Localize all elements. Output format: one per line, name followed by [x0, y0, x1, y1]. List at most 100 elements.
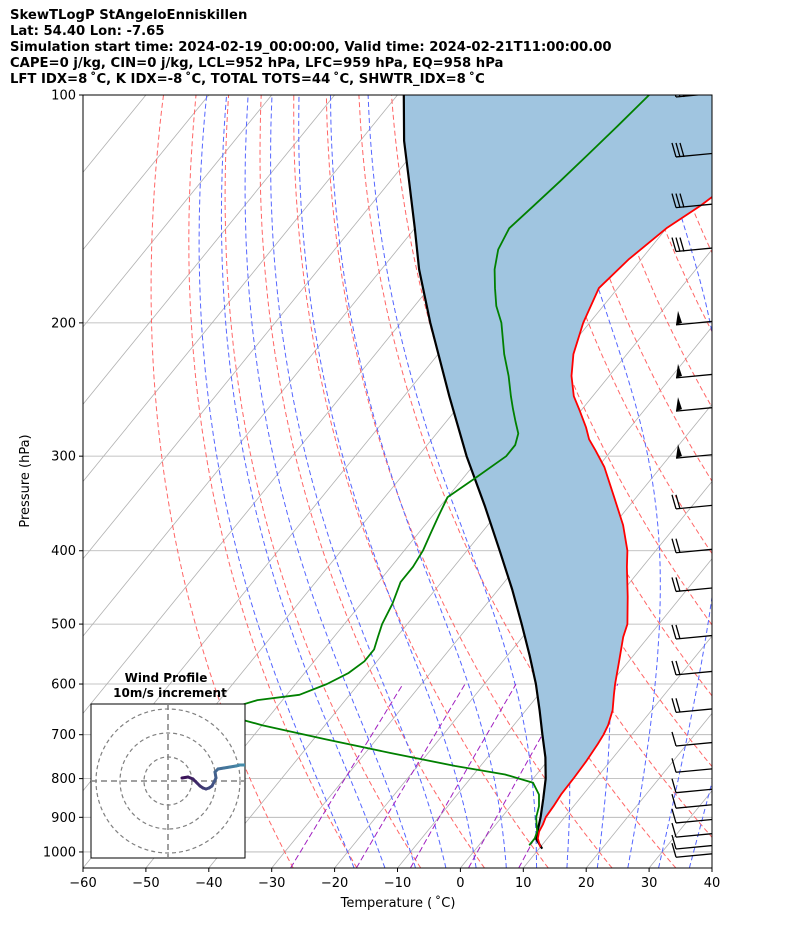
- mixing-ratio-line: [355, 683, 466, 868]
- wind-barb-shaft: [675, 670, 712, 676]
- wind-barb: [675, 444, 712, 459]
- wind-barb-feather: [671, 237, 677, 252]
- wind-barb: [671, 193, 712, 209]
- wind-barb-feather: [675, 142, 681, 158]
- wind-barb-pennant: [676, 397, 682, 412]
- dry-adiabat: [717, 95, 794, 868]
- moist-adiabat: [244, 95, 416, 868]
- wind-barb-shaft: [675, 844, 712, 850]
- moist-adiabat: [198, 95, 355, 868]
- wind-barb: [671, 778, 712, 794]
- wind-barb-feather: [679, 237, 685, 252]
- wind-barb-feather: [671, 193, 677, 208]
- inset-title: Wind Profile: [125, 671, 208, 685]
- parcel-profile-line: [402, 95, 547, 850]
- wind-barb-pennant: [676, 310, 682, 325]
- wind-barb: [671, 834, 712, 850]
- wind-barb-shaft: [675, 152, 712, 158]
- x-tick-label: −10: [384, 876, 411, 891]
- inset-subtitle: 10m/s increment: [113, 686, 227, 700]
- wind-barb: [671, 843, 712, 858]
- y-tick-label: 1000: [43, 845, 76, 860]
- dry-adiabat: [325, 95, 613, 868]
- wind-barb-shaft: [675, 804, 712, 809]
- wind-barb-shaft: [675, 818, 712, 824]
- wind-barb-shaft: [675, 833, 712, 838]
- isotherm: [585, 712, 712, 868]
- dry-adiabat: [521, 95, 712, 555]
- x-tick-label: 10: [515, 876, 532, 891]
- wind-barb: [671, 660, 712, 676]
- dry-adiabat: [224, 95, 422, 868]
- chart-cape-line: CAPE=0 j/kg, CIN=0 j/kg, LCL=952 hPa, LF…: [10, 56, 504, 71]
- wind-barb-shaft: [675, 741, 712, 747]
- wind-barb: [671, 494, 712, 510]
- isotherm: [83, 95, 273, 328]
- dry-adiabat: [783, 95, 794, 868]
- wind-barb-feather: [671, 808, 677, 824]
- x-tick-label: −40: [195, 876, 222, 891]
- x-tick-label: 40: [704, 876, 721, 891]
- moist-adiabat: [720, 95, 794, 868]
- wind-barb-feather: [671, 834, 677, 850]
- isotherm: [522, 635, 712, 868]
- wind-barb: [671, 808, 712, 824]
- wind-barb: [671, 794, 712, 809]
- isotherm: [775, 95, 794, 868]
- y-tick-label: 800: [51, 772, 76, 787]
- axis-ticks: −60 −50 −40 −30 −20 −10 0 10 20 30 40 100 200 300 400 5…: [43, 89, 720, 892]
- isotherm: [397, 480, 712, 868]
- wind-barb-feather: [675, 538, 681, 553]
- x-tick-label: 30: [641, 876, 658, 891]
- wind-barb-feather: [675, 237, 681, 252]
- wind-barb-shaft: [675, 247, 712, 253]
- isotherm: [83, 95, 398, 483]
- wind-barb-shaft: [675, 203, 712, 209]
- wind-barb-feather: [675, 193, 681, 208]
- mixing-ratio-line: [409, 683, 517, 868]
- wind-barb-shaft: [675, 708, 712, 713]
- dry-adiabat: [750, 95, 794, 868]
- wind-barb-pennant: [676, 444, 682, 459]
- wind-barb-shaft: [675, 407, 712, 412]
- y-tick-label: 500: [51, 618, 76, 633]
- wind-barb: [675, 363, 712, 379]
- moist-adiabat: [644, 95, 712, 868]
- wind-barb: [671, 698, 712, 713]
- wind-barb-feather: [671, 660, 677, 676]
- wind-barb-feather: [675, 577, 681, 592]
- chart-location: Lat: 54.40 Lon: -7.65: [10, 24, 165, 39]
- wind-barb-shaft: [675, 768, 712, 773]
- wind-barb-feather: [671, 698, 677, 713]
- isotherm: [334, 403, 712, 868]
- wind-barb-shaft: [675, 853, 712, 858]
- wind-barb-feather: [671, 142, 677, 158]
- wind-barb: [671, 142, 712, 158]
- wind-barb-shaft: [675, 634, 712, 640]
- moist-adiabat: [270, 95, 447, 868]
- wind-barb-shaft: [675, 320, 712, 326]
- x-tick-label: −20: [321, 876, 348, 891]
- dry-adiabat: [259, 95, 485, 868]
- wind-barb-shaft: [675, 504, 712, 510]
- wind-barb-feather: [671, 794, 677, 809]
- wind-barb-shaft: [675, 95, 704, 98]
- moist-adiabat: [298, 95, 477, 868]
- chart-index-line: LFT IDX=8 ˚C, K IDX=-8 ˚C, TOTAL TOTS=44…: [10, 72, 485, 87]
- y-tick-label: 700: [51, 728, 76, 743]
- wind-barb-feather: [671, 494, 677, 510]
- moist-adiabat: [220, 95, 386, 868]
- wind-barb-shaft: [675, 587, 712, 593]
- wind-barb: [674, 95, 704, 98]
- wind-barb-pennant: [676, 363, 682, 378]
- x-axis-label: Temperature ( ˚C): [340, 895, 456, 911]
- x-tick-label: −30: [258, 876, 285, 891]
- wind-barb-feather: [679, 142, 685, 158]
- wind-barb-shaft: [675, 373, 712, 379]
- y-tick-label: 100: [51, 89, 76, 104]
- wind-barb-shaft: [675, 788, 712, 794]
- wind-barb: [671, 538, 712, 554]
- mixing-ratio-line: [290, 683, 404, 868]
- chart-title-line-1: SkewTLogP StAngeloEnniskillen: [10, 8, 248, 23]
- y-tick-label: 200: [51, 316, 76, 331]
